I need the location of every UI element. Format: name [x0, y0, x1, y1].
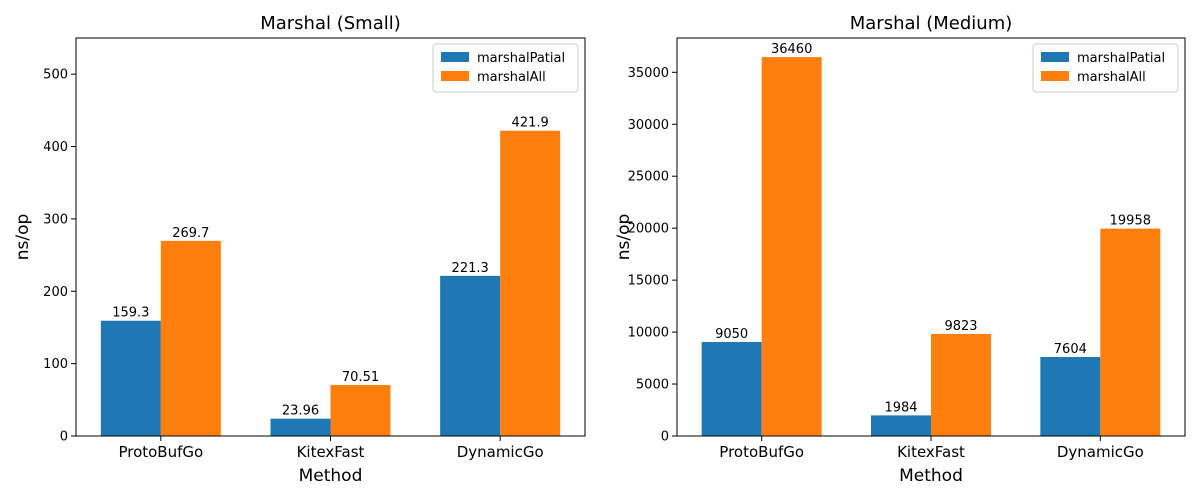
y-tick-label: 35000 [628, 66, 669, 81]
chart-panel-1: Marshal (Small) 159.3 269.7 ProtoBufGo 23.96… [13, 13, 586, 486]
legend-swatch-marshalAll [1041, 71, 1069, 81]
plot-frame [676, 37, 1186, 437]
bar-marshalAll-DynamicGo [1100, 228, 1161, 436]
bar-marshalPatial-KitexFast [270, 418, 331, 436]
y-tick-label: 500 [43, 68, 68, 83]
x-tick-label: DynamicGo [457, 443, 544, 461]
y-axis-label: ns/op [614, 214, 634, 261]
x-axis-label: Method [299, 466, 363, 486]
chart-panel-2: Marshal (Medium) 9050 36460 ProtoBufGo 1984 9… [614, 13, 1186, 486]
data-label: 19958 [1110, 214, 1151, 229]
data-label: 36460 [771, 42, 812, 57]
bar-marshalAll-DynamicGo [500, 130, 561, 436]
bar-marshalPatial-DynamicGo [1040, 356, 1101, 436]
bar-marshalPatial-ProtoBufGo [701, 341, 762, 436]
legend-label: marshalAll [1077, 70, 1146, 85]
y-tick-label: 30000 [628, 118, 669, 133]
bar-marshalAll-ProtoBufGo [761, 57, 822, 436]
data-label: 70.51 [342, 370, 379, 385]
y-tick-label: 100 [43, 357, 68, 372]
bar-marshalAll-KitexFast [330, 384, 391, 436]
x-tick-label: ProtoBufGo [719, 443, 804, 461]
data-label: 9823 [944, 319, 977, 334]
legend-swatch-marshalAll [441, 71, 469, 81]
data-label: 159.3 [112, 306, 149, 321]
legend-box [1032, 43, 1179, 93]
data-label: 269.7 [172, 226, 209, 241]
legend-label: marshalPatial [1077, 51, 1165, 66]
legend-box [432, 43, 579, 93]
y-tick-label: 300 [43, 212, 68, 227]
x-tick-label: ProtoBufGo [118, 443, 203, 461]
data-label: 23.96 [282, 404, 319, 419]
chart-title: Marshal (Medium) [850, 13, 1013, 34]
bar-marshalPatial-DynamicGo [440, 275, 501, 436]
legend: marshalPatial marshalAll [432, 43, 579, 93]
legend-label: marshalAll [477, 70, 546, 85]
bar-marshalPatial-KitexFast [871, 415, 931, 436]
data-label: 1984 [884, 400, 917, 415]
legend: marshalPatial marshalAll [1032, 43, 1179, 93]
y-tick-label: 15000 [628, 274, 669, 289]
data-label: 221.3 [452, 261, 489, 276]
x-tick-label: KitexFast [897, 443, 965, 461]
y-axis-label: ns/op [13, 214, 33, 261]
bar-marshalAll-ProtoBufGo [160, 240, 221, 436]
bar-marshalPatial-ProtoBufGo [100, 320, 161, 436]
data-label: 9050 [715, 327, 748, 342]
x-axis-label: Method [899, 466, 963, 486]
x-tick-label: DynamicGo [1057, 443, 1144, 461]
y-tick-label: 0 [60, 430, 68, 445]
legend-label: marshalPatial [477, 51, 565, 66]
y-tick-label: 0 [661, 430, 669, 445]
legend-swatch-marshalPatial [441, 52, 469, 62]
y-tick-label: 10000 [628, 326, 669, 341]
plot-frame [75, 37, 586, 437]
y-tick-label: 5000 [636, 378, 669, 393]
bar-marshalAll-KitexFast [931, 333, 991, 436]
data-label: 421.9 [512, 116, 549, 131]
data-label: 7604 [1054, 342, 1087, 357]
y-tick-label: 200 [43, 285, 68, 300]
y-tick-label: 25000 [628, 170, 669, 185]
y-tick-label: 400 [43, 140, 68, 155]
chart-title: Marshal (Small) [260, 13, 401, 34]
legend-swatch-marshalPatial [1041, 52, 1069, 62]
y-tick-label: 20000 [628, 222, 669, 237]
x-tick-label: KitexFast [297, 443, 365, 461]
